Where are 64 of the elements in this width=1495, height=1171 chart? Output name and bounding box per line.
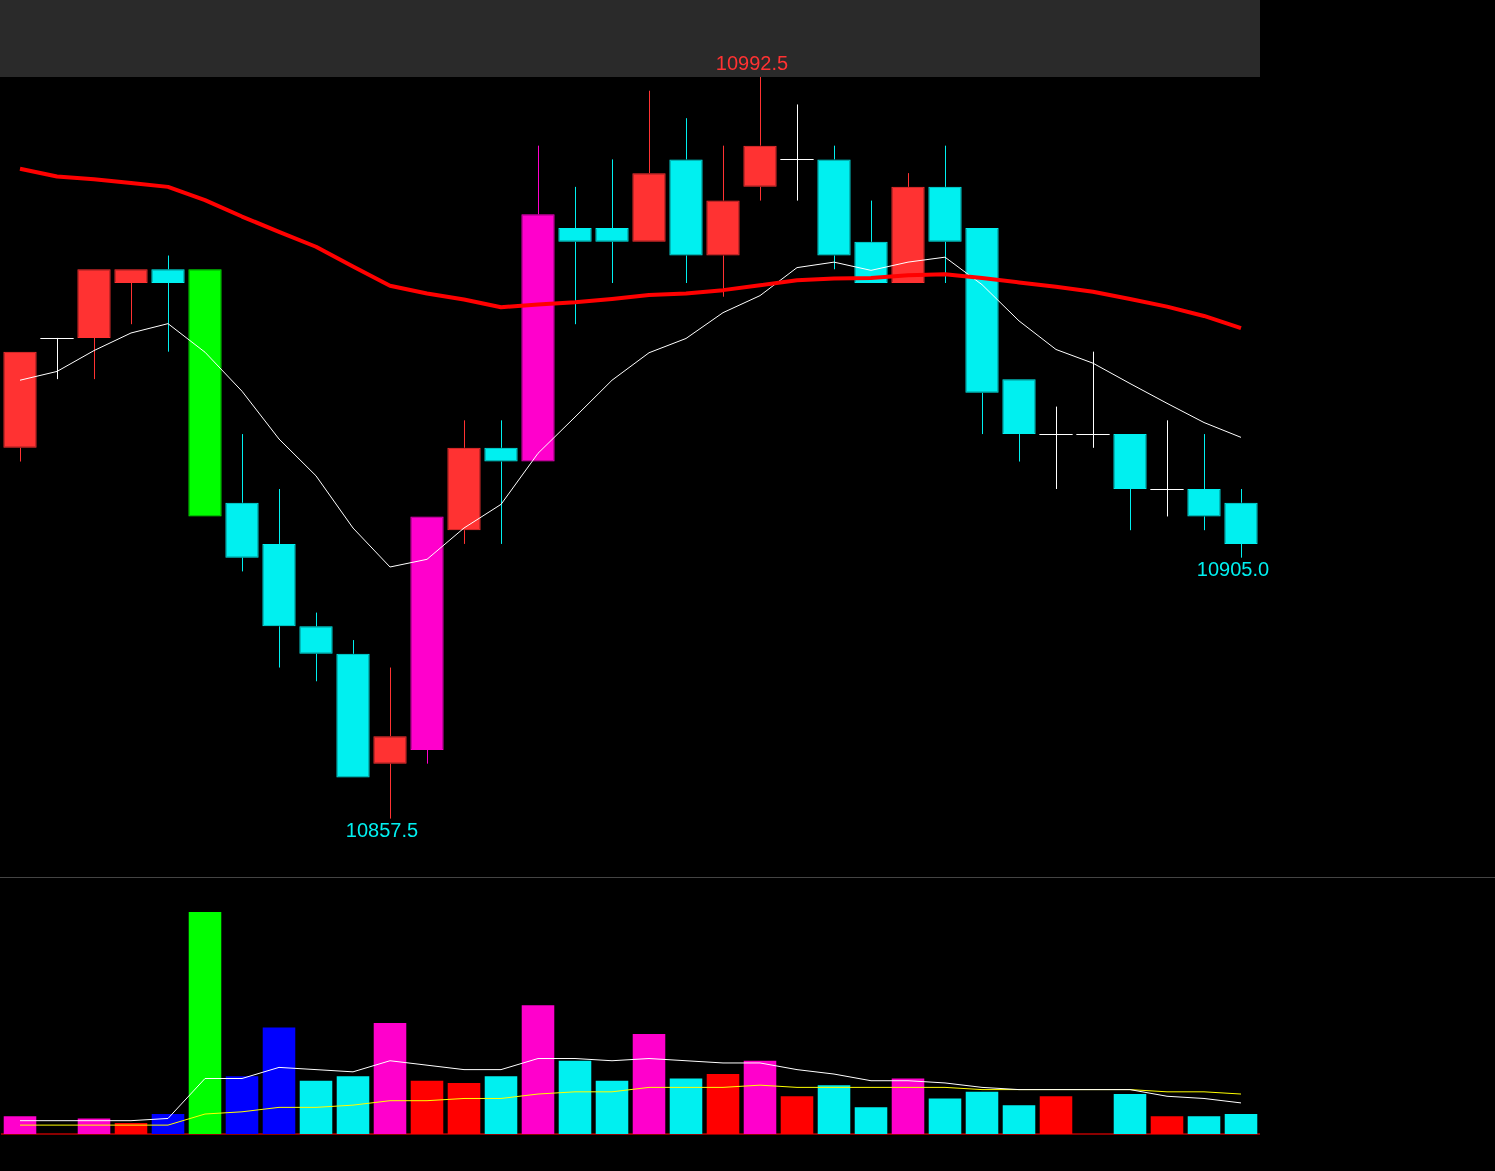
bar (410, 1080, 444, 1134)
candlestick (447, 419, 481, 545)
bar (817, 1085, 851, 1134)
candlestick (1149, 419, 1185, 517)
candlestick (595, 158, 629, 284)
candlestick (558, 186, 592, 325)
bar (1002, 1105, 1036, 1134)
candlestick (225, 433, 259, 572)
bar (558, 1060, 592, 1134)
candlestick (299, 612, 333, 682)
candlestick (151, 255, 185, 353)
text: 10992.5 (715, 51, 789, 74)
bar (928, 1098, 962, 1134)
bar (632, 1034, 666, 1134)
annotation: 10905.0 (1196, 558, 1270, 581)
candlestick (373, 667, 407, 820)
candlestick (965, 228, 999, 435)
candlestick (77, 269, 111, 380)
candlestick (669, 117, 703, 284)
bar (447, 1082, 481, 1134)
candlestick (521, 145, 555, 462)
bar (780, 1096, 814, 1134)
candlestick (262, 488, 296, 669)
bar (3, 1116, 37, 1134)
bar (965, 1091, 999, 1134)
candlestick (1002, 379, 1036, 463)
candlestick (743, 76, 777, 202)
bar (854, 1107, 888, 1134)
candlestick (928, 145, 962, 284)
bar (225, 1076, 259, 1134)
bar (1113, 1094, 1147, 1134)
bar (521, 1005, 555, 1134)
candlestick (891, 172, 925, 283)
candlestick (1075, 351, 1111, 449)
candlestick (817, 145, 851, 270)
bar (1039, 1096, 1073, 1134)
bar (373, 1023, 407, 1134)
text: 10857.5 (345, 819, 419, 842)
candlestick (410, 516, 444, 765)
bar (669, 1078, 703, 1134)
candlestick (1187, 433, 1221, 531)
candlestick (706, 145, 740, 298)
candlestick (39, 337, 75, 380)
bar (1224, 1114, 1258, 1134)
bar (1187, 1116, 1221, 1134)
bar (743, 1060, 777, 1134)
bar (484, 1076, 518, 1134)
bar (891, 1078, 925, 1134)
bar (299, 1080, 333, 1134)
candlestick (3, 351, 37, 463)
bar (1150, 1116, 1184, 1134)
candlestick (484, 419, 518, 545)
candlestick (779, 103, 815, 202)
candlestick (1224, 488, 1258, 559)
bar (188, 912, 222, 1134)
candlestick (336, 639, 370, 778)
candlestick (632, 90, 666, 242)
candlestick (1038, 406, 1074, 490)
bar (262, 1027, 296, 1134)
candlestick (1113, 434, 1147, 531)
bar (336, 1076, 370, 1134)
bar (595, 1080, 629, 1134)
candlestick (114, 269, 148, 325)
bar (706, 1074, 740, 1134)
